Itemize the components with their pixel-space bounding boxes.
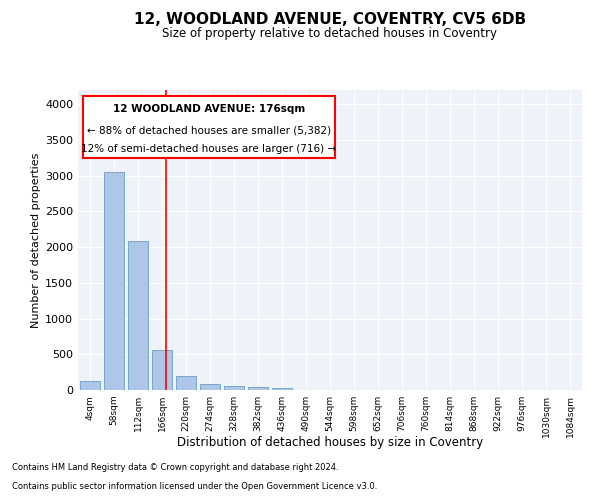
Text: Distribution of detached houses by size in Coventry: Distribution of detached houses by size … bbox=[177, 436, 483, 449]
Bar bbox=[104, 172, 124, 390]
Y-axis label: Number of detached properties: Number of detached properties bbox=[31, 152, 41, 328]
Bar bbox=[80, 380, 100, 390]
Text: Contains HM Land Registry data © Crown copyright and database right 2024.: Contains HM Land Registry data © Crown c… bbox=[12, 464, 338, 472]
Text: 12, WOODLAND AVENUE, COVENTRY, CV5 6DB: 12, WOODLAND AVENUE, COVENTRY, CV5 6DB bbox=[134, 12, 526, 28]
Bar bbox=[224, 386, 244, 390]
Bar bbox=[176, 376, 196, 390]
Text: 12 WOODLAND AVENUE: 176sqm: 12 WOODLAND AVENUE: 176sqm bbox=[113, 104, 305, 114]
Bar bbox=[152, 350, 172, 390]
FancyBboxPatch shape bbox=[83, 96, 335, 158]
Bar bbox=[128, 242, 148, 390]
Bar bbox=[248, 387, 268, 390]
Bar bbox=[272, 388, 292, 390]
Text: Contains public sector information licensed under the Open Government Licence v3: Contains public sector information licen… bbox=[12, 482, 377, 491]
Text: 12% of semi-detached houses are larger (716) →: 12% of semi-detached houses are larger (… bbox=[82, 144, 337, 154]
Text: ← 88% of detached houses are smaller (5,382): ← 88% of detached houses are smaller (5,… bbox=[87, 126, 331, 136]
Bar bbox=[200, 384, 220, 390]
Text: Size of property relative to detached houses in Coventry: Size of property relative to detached ho… bbox=[163, 28, 497, 40]
